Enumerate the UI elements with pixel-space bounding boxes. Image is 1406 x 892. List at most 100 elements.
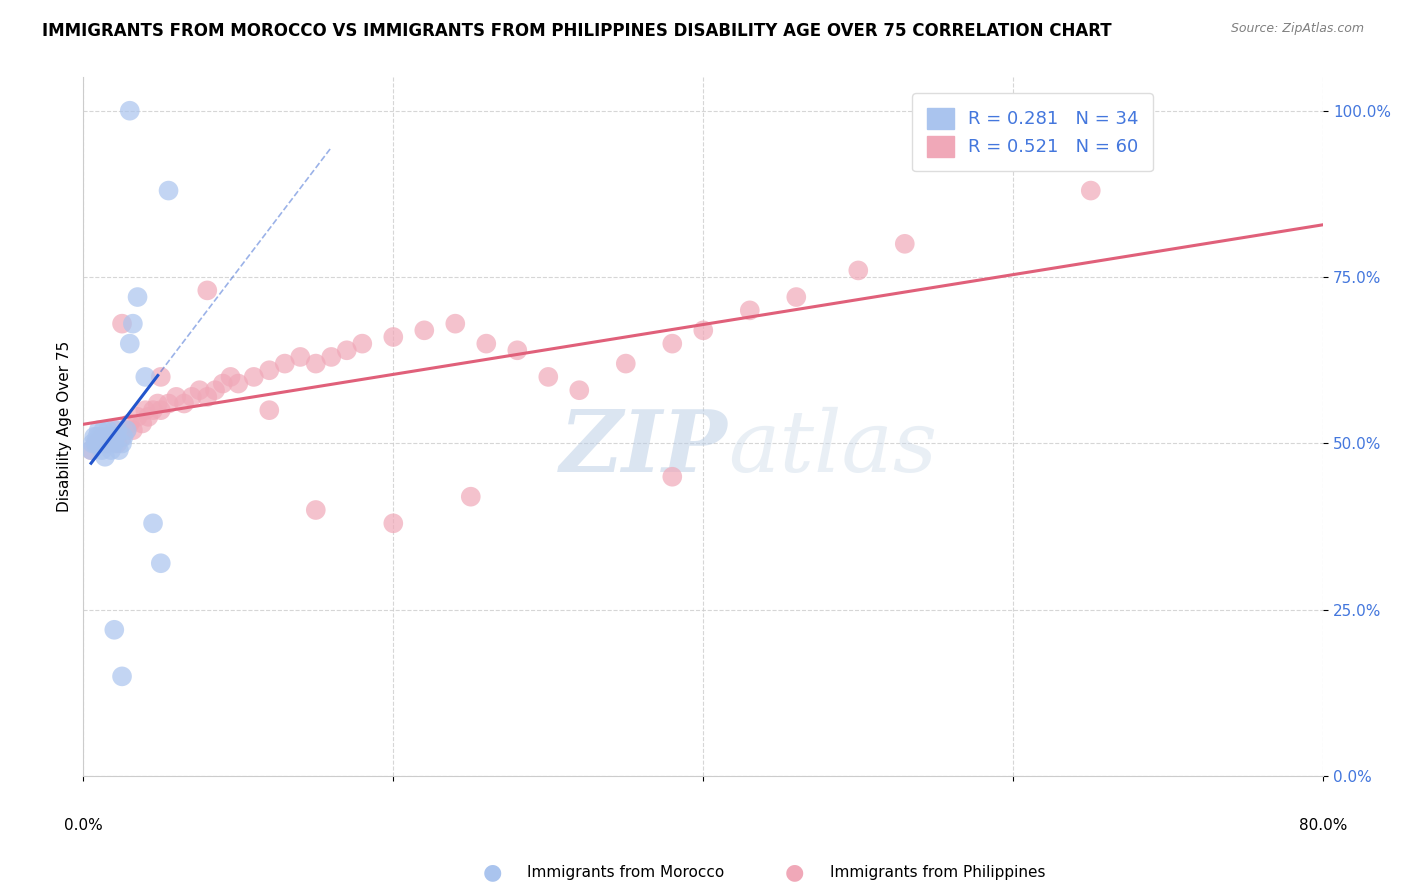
Point [259,363,281,377]
Point [336,343,359,358]
Point [127,409,149,424]
Point [165,390,187,404]
Point [97,423,120,437]
Y-axis label: Disability Age Over 75: Disability Age Over 75 [58,341,72,512]
Point [506,343,529,358]
Text: Immigrants from Philippines: Immigrants from Philippines [830,865,1045,880]
Point [83,430,105,444]
Point [382,516,405,531]
Point [142,516,165,531]
Point [104,430,127,444]
Point [122,317,145,331]
Point [100,430,122,444]
Point [93,423,115,437]
Point [101,430,124,444]
Point [134,403,156,417]
Point [188,383,211,397]
Point [96,430,118,444]
Point [82,436,104,450]
Point [111,669,134,683]
Point [259,403,281,417]
Point [537,370,560,384]
Point [90,430,112,444]
Text: ●: ● [785,863,804,882]
Point [146,396,169,410]
Point [87,436,110,450]
Point [894,236,917,251]
Point [87,423,110,437]
Point [173,396,195,410]
Point [149,403,172,417]
Text: ZIP: ZIP [560,406,728,490]
Point [661,469,683,483]
Point [382,330,405,344]
Point [115,423,138,437]
Point [219,370,242,384]
Point [103,423,125,437]
Point [100,443,122,458]
Point [195,390,218,404]
Point [103,623,125,637]
Point [89,430,111,444]
Point [118,417,141,431]
Point [321,350,343,364]
Point [98,436,121,450]
Text: ●: ● [482,863,502,882]
Text: atlas: atlas [728,407,938,489]
Point [80,443,103,458]
Point [90,443,112,458]
Point [226,376,249,391]
Point [1080,184,1102,198]
Point [103,436,125,450]
Point [352,336,374,351]
Point [118,103,141,118]
Point [94,450,117,464]
Point [80,443,103,458]
Point [122,423,145,437]
Point [290,350,312,364]
Point [846,263,869,277]
Point [568,383,591,397]
Point [131,417,153,431]
Point [204,383,226,397]
Point [692,323,714,337]
Point [134,370,156,384]
Point [138,409,160,424]
Point [157,184,180,198]
Legend: R = 0.281   N = 34, R = 0.521   N = 60: R = 0.281 N = 34, R = 0.521 N = 60 [912,94,1153,171]
Point [243,370,266,384]
Point [157,396,180,410]
Point [195,284,218,298]
Point [475,336,498,351]
Point [105,436,128,450]
Point [305,357,328,371]
Point [112,430,135,444]
Point [211,376,233,391]
Point [127,290,149,304]
Point [96,436,118,450]
Point [614,357,637,371]
Point [738,303,761,318]
Point [149,556,172,570]
Text: 80.0%: 80.0% [1299,818,1347,833]
Point [108,443,131,458]
Point [111,317,134,331]
Point [444,317,467,331]
Point [96,436,118,450]
Point [460,490,482,504]
Text: 0.0%: 0.0% [63,818,103,833]
Point [785,290,807,304]
Point [105,423,128,437]
Text: IMMIGRANTS FROM MOROCCO VS IMMIGRANTS FROM PHILIPPINES DISABILITY AGE OVER 75 CO: IMMIGRANTS FROM MOROCCO VS IMMIGRANTS FR… [42,22,1112,40]
Point [111,436,134,450]
Text: Immigrants from Morocco: Immigrants from Morocco [527,865,724,880]
Point [84,436,107,450]
Point [87,436,110,450]
Point [661,336,683,351]
Point [274,357,297,371]
Point [84,436,107,450]
Point [413,323,436,337]
Point [111,430,134,444]
Text: Source: ZipAtlas.com: Source: ZipAtlas.com [1230,22,1364,36]
Point [149,370,172,384]
